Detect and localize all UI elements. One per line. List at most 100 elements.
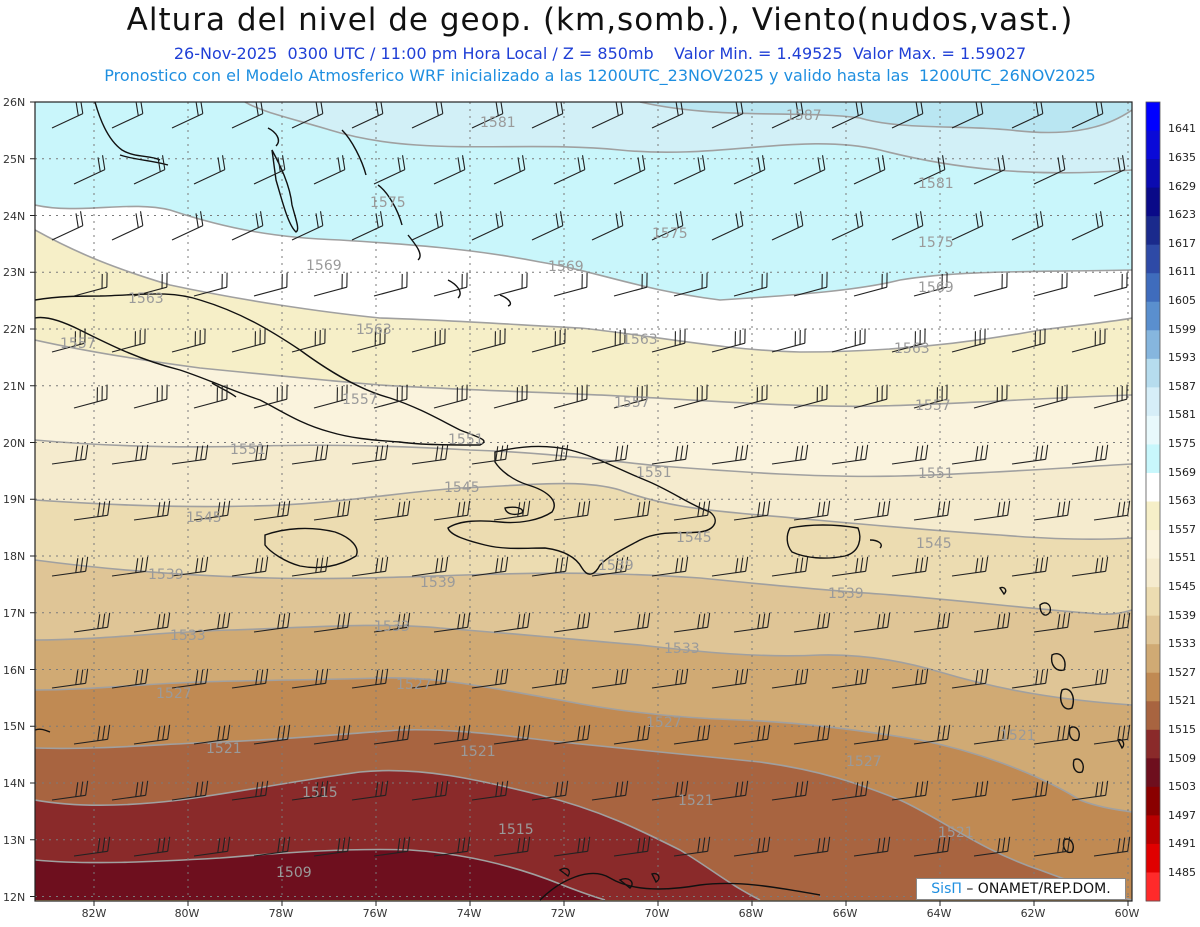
wind-barb [613,500,651,521]
wind-barb [711,444,749,465]
wind-barb [373,272,408,297]
wind-barb [831,444,869,465]
colorbar-label: 1557 [1168,523,1196,536]
colorbar-swatch [1146,102,1160,132]
wind-barb [853,384,888,409]
contour-label: 1533 [170,628,206,644]
wind-barb [553,724,591,745]
wind-barb [673,724,711,745]
lon-label: 70W [645,907,670,920]
wind-barb [733,612,771,633]
wind-barb [853,500,891,521]
colorbar-label: 1575 [1168,437,1196,450]
contour-label: 1563 [356,322,392,338]
contour-label: 1515 [302,785,338,801]
wind-barb [973,612,1011,633]
wind-barb [1071,556,1109,577]
colorbar-swatch [1146,501,1160,531]
wind-barb [411,780,449,801]
wind-barb [591,211,624,241]
colorbar-label: 1605 [1168,294,1196,307]
lon-label: 66W [833,907,858,920]
wind-barb [433,500,471,521]
contour-label: 1539 [598,558,634,574]
wind-barb [771,780,809,801]
wind-barb [193,384,228,409]
wind-barb [1011,328,1046,353]
coast-martinique [1060,688,1074,710]
wind-barb [133,836,171,857]
wind-barb [1071,668,1109,689]
contour-label: 1533 [374,619,410,635]
colorbar-labels: 1641 1635 1629 1623 1617 1611 1605 1599 … [1168,122,1196,879]
coast-curacao [618,878,633,889]
coast-south-america [539,872,821,901]
wind-barb [591,556,629,577]
wind-barb [891,444,929,465]
wind-barb [733,272,768,297]
wind-barb [1033,612,1071,633]
wind-barb [471,780,509,801]
wind-barb [793,272,828,297]
colorbar-swatch [1146,216,1160,246]
lat-label: 26N [3,96,25,109]
contour-label: 1521 [1000,728,1036,744]
coast-florida [94,102,161,161]
wind-barb [291,211,324,241]
colorbar-label: 1617 [1168,237,1196,250]
colorbar-swatch [1146,187,1160,217]
contour-label: 1569 [918,280,954,296]
wind-barb [351,211,384,241]
coast-dominica [1050,653,1066,672]
contour-label: 1509 [276,865,312,881]
wind-barb [73,836,111,857]
wind-barb [313,155,346,185]
contour-label: 1551 [918,466,954,482]
contour-label: 1527 [156,686,192,702]
wind-barb [291,556,329,577]
wind-barb [1071,444,1109,465]
wind-barb [1033,500,1071,521]
colorbar-label: 1509 [1168,752,1196,765]
wind-barb [253,836,291,857]
contour-label: 1581 [480,115,516,131]
lon-label: 60W [1115,907,1140,920]
wind-barb [531,328,566,353]
wind-barb [891,556,929,577]
colorbar-swatch [1146,472,1160,502]
wind-barb [111,444,149,465]
lat-label: 25N [3,153,25,166]
band-1587 [640,102,1132,133]
wind-barb [793,724,831,745]
colorbar-swatch [1146,130,1160,160]
coast-barbados [1117,738,1125,750]
colorbar-swatch [1146,159,1160,189]
coast-isle-of-youth [211,382,237,398]
wind-barb [853,612,891,633]
wind-barb [133,724,171,745]
contour-label: 1569 [306,258,342,274]
lon-label: 82W [82,907,107,920]
wind-barb [291,780,329,801]
wind-barb [111,668,149,689]
colorbar-label: 1635 [1168,151,1196,164]
wind-barb [771,328,806,353]
contour-lines [35,102,1132,901]
contour-labels: 1587 1581 1581 1575 1575 1575 1569 1569 … [60,108,1036,881]
coast-guadeloupe [1039,602,1052,616]
contour-label: 1527 [646,715,682,731]
wind-barb [471,444,509,465]
wind-barb [253,272,288,297]
contour-label: 1551 [230,442,266,458]
contour-label: 1557 [915,398,951,414]
wind-barb [733,500,771,521]
wind-barb [351,444,389,465]
wind-barb [231,444,269,465]
wind-barb [313,724,351,745]
wind-barb [471,102,504,129]
wind-barb [51,780,89,801]
colorbar-swatch [1146,444,1160,474]
wind-barb [411,102,444,129]
wind-barb [531,211,564,241]
colorbar-swatch [1146,530,1160,560]
